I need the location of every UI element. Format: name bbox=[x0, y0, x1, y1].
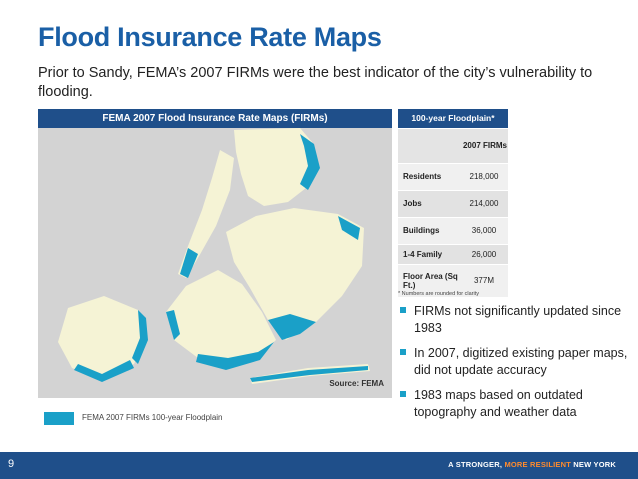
table-footnote: * Numbers are rounded for clarity bbox=[398, 291, 480, 297]
row-value: 214,000 bbox=[462, 190, 508, 218]
floodplain-queens-bay bbox=[268, 314, 316, 340]
flood-map: Source: FEMA bbox=[38, 128, 392, 398]
bronx-landmass bbox=[234, 128, 318, 206]
square-bullet-icon bbox=[400, 391, 406, 397]
row-label: Jobs bbox=[398, 190, 462, 218]
floodplain-queens-north bbox=[338, 216, 360, 240]
staten-island-landmass bbox=[58, 296, 146, 380]
floodplain-manhattan-south bbox=[180, 248, 198, 278]
queens-landmass bbox=[226, 208, 364, 340]
table-row: Buildings 36,000 bbox=[398, 217, 508, 245]
footer-tagline: A STRONGER, MORE RESILIENT NEW YORK bbox=[448, 460, 616, 469]
row-value: 36,000 bbox=[462, 217, 508, 245]
legend-swatch bbox=[44, 412, 74, 425]
map-source: Source: FEMA bbox=[329, 379, 384, 388]
row-label: Buildings bbox=[398, 217, 462, 245]
table-column-header: 2007 FIRMs bbox=[462, 128, 508, 164]
table-row: Jobs 214,000 bbox=[398, 190, 508, 218]
square-bullet-icon bbox=[400, 307, 406, 313]
floodplain-bronx-east bbox=[300, 134, 320, 190]
page-number: 9 bbox=[8, 458, 15, 470]
row-value: 26,000 bbox=[462, 244, 508, 265]
brooklyn-landmass bbox=[166, 270, 276, 368]
nyc-map-graphic bbox=[58, 128, 370, 384]
bullet-text: In 2007, digitized existing paper maps, … bbox=[414, 346, 628, 377]
footer-bar: 9 A STRONGER, MORE RESILIENT NEW YORK bbox=[0, 452, 638, 479]
slide-title: Flood Insurance Rate Maps bbox=[38, 22, 382, 52]
table-header: 100-year Floodplain* bbox=[398, 109, 508, 129]
row-label: Floor Area (Sq Ft.) bbox=[398, 264, 462, 298]
floodplain-staten-south bbox=[74, 360, 134, 382]
manhattan-landmass bbox=[178, 150, 234, 278]
row-value: 218,000 bbox=[462, 163, 508, 191]
table-row: Floor Area (Sq Ft.) 377M bbox=[398, 264, 508, 298]
table-row: 1-4 Family 26,000 bbox=[398, 244, 508, 265]
floodplain-table: 100-year Floodplain* 2007 FIRMs Resident… bbox=[398, 109, 508, 298]
row-label: Residents bbox=[398, 163, 462, 191]
list-item: FIRMs not significantly updated since 19… bbox=[398, 303, 630, 337]
row-label: 1-4 Family bbox=[398, 244, 462, 265]
tagline-suffix: NEW YORK bbox=[571, 460, 616, 469]
slide-subtitle: Prior to Sandy, FEMA’s 2007 FIRMs were t… bbox=[38, 65, 593, 100]
row-value: 377M bbox=[462, 264, 508, 298]
bullet-list: FIRMs not significantly updated since 19… bbox=[398, 303, 630, 429]
table-row: Residents 218,000 bbox=[398, 163, 508, 191]
table-corner-cell bbox=[398, 128, 462, 164]
bullet-text: 1983 maps based on outdated topography a… bbox=[414, 388, 583, 419]
bullet-text: FIRMs not significantly updated since 19… bbox=[414, 304, 622, 335]
tagline-prefix: A STRONGER, bbox=[448, 460, 505, 469]
tagline-accent: MORE RESILIENT bbox=[504, 460, 571, 469]
square-bullet-icon bbox=[400, 349, 406, 355]
legend-label: FEMA 2007 FIRMs 100-year Floodplain bbox=[82, 413, 223, 422]
list-item: In 2007, digitized existing paper maps, … bbox=[398, 345, 630, 379]
floodplain-staten-east bbox=[132, 310, 148, 364]
floodplain-brooklyn-south bbox=[196, 342, 274, 370]
floodplain-rockaway bbox=[250, 366, 368, 382]
floodplain-brooklyn-west bbox=[166, 310, 180, 340]
map-header: FEMA 2007 Flood Insurance Rate Maps (FIR… bbox=[38, 109, 392, 128]
list-item: 1983 maps based on outdated topography a… bbox=[398, 387, 630, 421]
